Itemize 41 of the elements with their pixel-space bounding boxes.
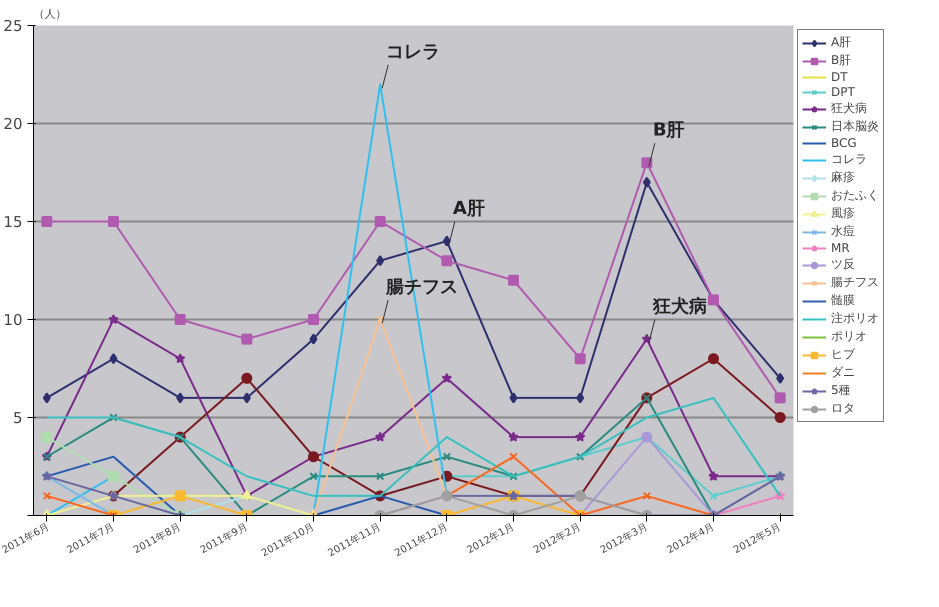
x-tick-label: 2012年5月 bbox=[732, 520, 783, 556]
x-tick-label: 2012年2月 bbox=[532, 520, 583, 556]
y-axis-title: （人） bbox=[34, 8, 66, 20]
annotation: 狂犬病 bbox=[652, 296, 707, 318]
legend-label: 日本脳炎 bbox=[831, 118, 879, 135]
x-tick-label: 2012年1月 bbox=[464, 520, 516, 556]
legend-label: 風疹 bbox=[831, 205, 855, 222]
legend-label: コレラ bbox=[831, 151, 867, 168]
legend-label: 腸チフス bbox=[831, 274, 879, 291]
legend-label: 注ポリオ bbox=[831, 310, 879, 327]
legend-label: ポリオ bbox=[831, 328, 867, 345]
annotation: コレラ bbox=[386, 41, 440, 62]
x-tick-label: 2011年8月 bbox=[132, 520, 183, 556]
legend-label: 狂犬病 bbox=[831, 100, 867, 117]
legend-label: MR bbox=[831, 241, 851, 255]
legend-label: DPT bbox=[831, 85, 855, 99]
annotation: B肝 bbox=[652, 120, 685, 141]
legend-label: ヒブ bbox=[831, 346, 855, 363]
legend-label: ダニ bbox=[831, 364, 855, 381]
legend-label: B肝 bbox=[831, 52, 852, 69]
legend-label: 5種 bbox=[831, 382, 851, 399]
y-tick-label: 10 bbox=[3, 311, 23, 329]
legend-label: おたふく bbox=[831, 187, 879, 204]
x-tick-label: 2011年9月 bbox=[198, 520, 250, 556]
y-tick-label: 15 bbox=[3, 213, 23, 231]
x-tick-label: 2011年6月 bbox=[0, 520, 52, 556]
y-tick-label: 20 bbox=[3, 115, 23, 133]
legend-label: ロタ bbox=[831, 400, 855, 417]
legend-label: BCG bbox=[831, 136, 857, 150]
y-tick-label: 5 bbox=[12, 409, 23, 427]
y-tick-label: 25 bbox=[3, 17, 23, 35]
legend-label: 水痘 bbox=[831, 223, 855, 240]
legend-label: DT bbox=[831, 70, 849, 84]
legend-label: ツ反 bbox=[831, 256, 855, 273]
legend-label: 麻疹 bbox=[831, 169, 855, 186]
legend-label: 髄膜 bbox=[831, 292, 855, 309]
annotation: A肝 bbox=[452, 198, 485, 220]
x-tick-label: 2012年4月 bbox=[664, 520, 716, 556]
legend-label: A肝 bbox=[831, 34, 852, 51]
x-tick-label: 2011年7月 bbox=[64, 520, 116, 556]
x-tick-label: 2012年3月 bbox=[598, 520, 650, 556]
